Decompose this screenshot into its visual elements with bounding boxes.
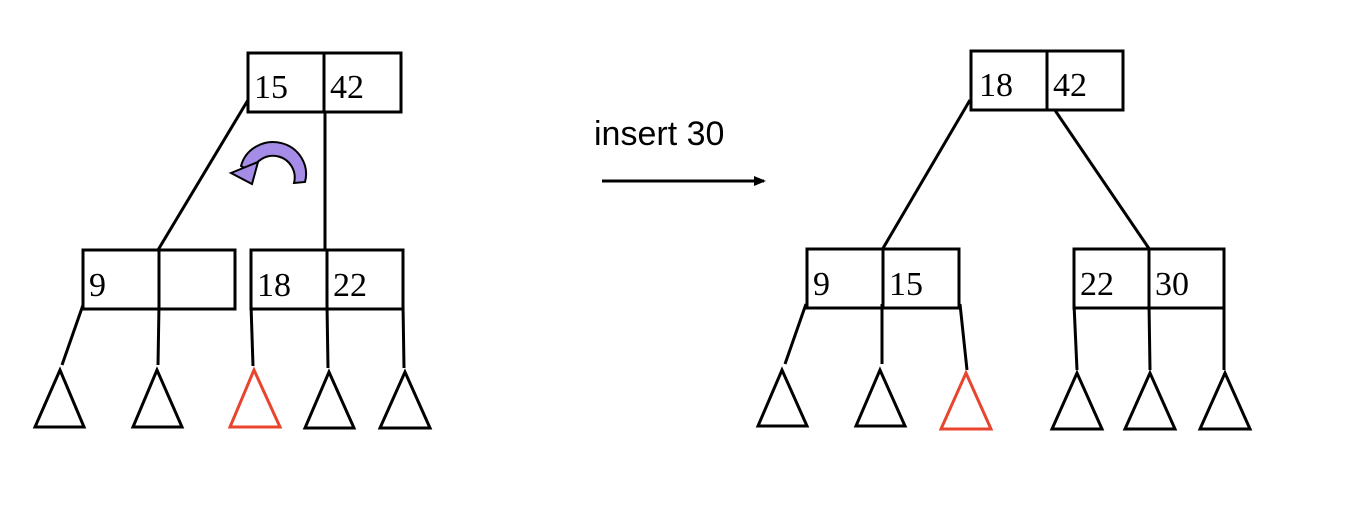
before-right-key-2: 22: [333, 267, 367, 304]
before-subtree-3-highlighted: [227, 366, 283, 429]
before-subtree-2: [130, 366, 185, 429]
after-root-key-1: 18: [979, 67, 1013, 104]
after-edge-root-right: [1046, 99, 1152, 251]
after-root-node: 18 42: [969, 49, 1125, 112]
before-right-child-node: 18 22: [249, 248, 405, 311]
after-root-key-2: 42: [1053, 67, 1087, 104]
before-left-child-node: 9: [81, 248, 237, 311]
after-left-child-node: 9 15: [805, 247, 961, 310]
after-right-child-node: 22 30: [1072, 247, 1226, 310]
after-right-key-1: 22: [1080, 266, 1114, 303]
after-subtree-1: [755, 366, 810, 428]
before-edge-root-left: [156, 99, 250, 251]
before-right-key-1: 18: [257, 267, 291, 304]
after-subtree-2: [853, 366, 908, 428]
rotation-arrow-icon: [228, 141, 308, 186]
operation: insert 30: [594, 115, 766, 186]
after-left-key-1: 9: [813, 266, 830, 303]
before-root-key-2: 42: [330, 69, 364, 106]
before-tree: 15 42 9 18 22: [32, 51, 433, 430]
after-edge-root-left: [880, 99, 972, 251]
before-subtree-1: [32, 366, 87, 429]
after-subtree-4: [1049, 369, 1105, 431]
before-root-node: 15 42: [246, 51, 403, 114]
after-left-key-2: 15: [889, 266, 923, 303]
operation-label: insert 30: [594, 115, 724, 153]
after-tree: 18 42 9 15 22 30: [755, 49, 1253, 431]
before-subtree-5: [377, 368, 433, 430]
after-subtree-5: [1122, 369, 1178, 431]
after-subtree-3-highlighted: [938, 369, 994, 431]
before-root-key-1: 15: [254, 69, 288, 106]
after-subtree-6: [1197, 369, 1253, 431]
after-right-key-2: 30: [1155, 266, 1189, 303]
before-subtree-4: [302, 368, 357, 430]
before-left-key-1: 9: [89, 267, 106, 304]
